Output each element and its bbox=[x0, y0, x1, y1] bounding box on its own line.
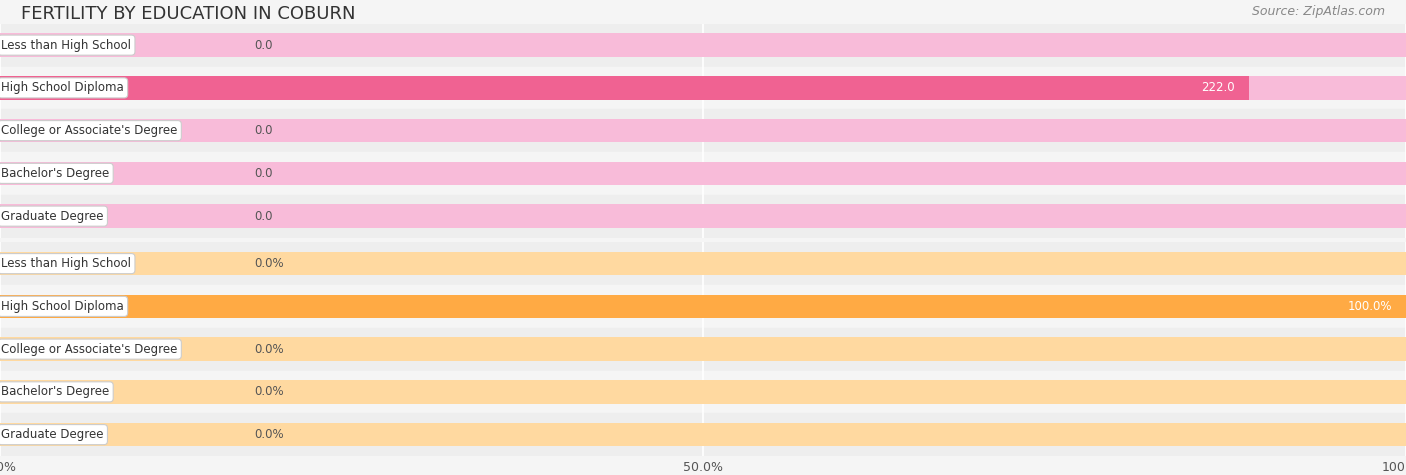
Text: Bachelor's Degree: Bachelor's Degree bbox=[1, 167, 110, 180]
Bar bbox=[0, 76, 1249, 100]
Bar bbox=[0, 370, 1406, 413]
Bar bbox=[0, 294, 1406, 318]
Text: 0.0%: 0.0% bbox=[254, 257, 284, 270]
Text: College or Associate's Degree: College or Associate's Degree bbox=[1, 342, 177, 356]
Bar bbox=[0, 337, 1406, 361]
Text: Graduate Degree: Graduate Degree bbox=[1, 428, 104, 441]
Bar bbox=[0, 413, 1406, 456]
Text: 0.0%: 0.0% bbox=[254, 428, 284, 441]
Text: 100.0%: 100.0% bbox=[1347, 300, 1392, 313]
Text: FERTILITY BY EDUCATION IN COBURN: FERTILITY BY EDUCATION IN COBURN bbox=[21, 5, 356, 23]
Bar bbox=[0, 242, 1406, 285]
Bar bbox=[0, 252, 1406, 275]
Text: 0.0: 0.0 bbox=[254, 38, 273, 52]
Bar bbox=[0, 33, 1406, 57]
Text: Less than High School: Less than High School bbox=[1, 38, 131, 52]
Text: High School Diploma: High School Diploma bbox=[1, 300, 124, 313]
Bar bbox=[0, 423, 1406, 446]
Bar bbox=[0, 294, 1406, 318]
Text: 0.0: 0.0 bbox=[254, 167, 273, 180]
Bar bbox=[0, 119, 1406, 142]
Bar bbox=[0, 204, 1406, 228]
Bar bbox=[0, 328, 1406, 371]
Bar bbox=[0, 152, 1406, 195]
Text: Bachelor's Degree: Bachelor's Degree bbox=[1, 385, 110, 399]
Bar bbox=[0, 66, 1406, 109]
Text: 0.0%: 0.0% bbox=[254, 385, 284, 399]
Text: Graduate Degree: Graduate Degree bbox=[1, 209, 104, 223]
Text: 0.0%: 0.0% bbox=[254, 342, 284, 356]
Text: 222.0: 222.0 bbox=[1201, 81, 1234, 95]
Text: 0.0: 0.0 bbox=[254, 124, 273, 137]
Text: Less than High School: Less than High School bbox=[1, 257, 131, 270]
Text: High School Diploma: High School Diploma bbox=[1, 81, 124, 95]
Bar bbox=[0, 109, 1406, 152]
Bar bbox=[0, 195, 1406, 238]
Bar bbox=[0, 380, 1406, 404]
Text: College or Associate's Degree: College or Associate's Degree bbox=[1, 124, 177, 137]
Bar bbox=[0, 162, 1406, 185]
Bar bbox=[0, 76, 1406, 100]
Text: Source: ZipAtlas.com: Source: ZipAtlas.com bbox=[1251, 5, 1385, 18]
Text: 0.0: 0.0 bbox=[254, 209, 273, 223]
Bar bbox=[0, 24, 1406, 66]
Bar bbox=[0, 285, 1406, 328]
